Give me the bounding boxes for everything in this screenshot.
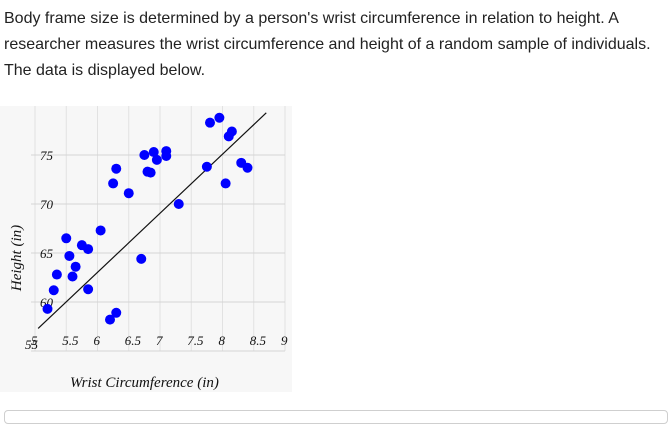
data-point [67, 271, 78, 282]
question-line-3: The data is displayed below. [4, 62, 206, 79]
x-tick-label: 8 [219, 333, 226, 348]
y-axis-label: Height (in) [9, 225, 25, 292]
data-point [64, 250, 75, 261]
x-tick-label: 8.5 [250, 333, 267, 348]
data-point [161, 146, 172, 157]
data-point [108, 178, 119, 189]
x-tick-label: 6.5 [125, 333, 142, 348]
y-tick-label: 75 [40, 148, 54, 163]
data-point [136, 253, 147, 264]
trend-line [37, 112, 267, 329]
question-prompt: Body frame size is determined by a perso… [4, 6, 664, 84]
data-point [242, 162, 253, 173]
data-point [139, 150, 150, 160]
data-point [111, 163, 122, 174]
data-point [145, 167, 156, 178]
x-tick-label: 7.5 [187, 333, 204, 348]
data-point [220, 178, 231, 189]
question-line-2: researcher measures the wrist circumfere… [4, 36, 651, 53]
data-point [61, 233, 72, 244]
data-point [51, 269, 62, 280]
y-tick-label: 65 [40, 246, 54, 261]
data-point [201, 161, 212, 172]
y-tick-label: 55 [25, 337, 39, 352]
answer-card [4, 410, 668, 424]
x-tick-label: 5 [31, 333, 38, 348]
data-point [105, 314, 115, 325]
data-point [151, 154, 162, 165]
x-tick-label: 9 [281, 333, 288, 348]
data-point [48, 285, 59, 296]
question-line-1: Body frame size is determined by a perso… [4, 10, 619, 27]
data-point [111, 307, 122, 318]
data-point [148, 147, 159, 158]
data-point [214, 112, 225, 123]
data-point [95, 225, 106, 236]
x-tick-label: 5.5 [62, 333, 79, 348]
x-axis-label: Wrist Circumference (in) [70, 375, 219, 391]
data-point [42, 303, 53, 314]
data-point [226, 126, 237, 137]
data-point [205, 117, 215, 128]
data-point [70, 261, 81, 272]
x-tick-label: 6 [94, 333, 101, 348]
data-point [123, 188, 134, 199]
data-point [173, 199, 184, 209]
x-tick-label: 7 [156, 333, 163, 348]
data-point [83, 284, 94, 295]
scatter-plot: 55 60 65 70 75 5 5.5 6 6.5 7 7.5 8 8.5 9 Wrist Circumf… [0, 106, 292, 392]
data-point [83, 244, 94, 255]
y-tick-label: 70 [40, 197, 54, 212]
